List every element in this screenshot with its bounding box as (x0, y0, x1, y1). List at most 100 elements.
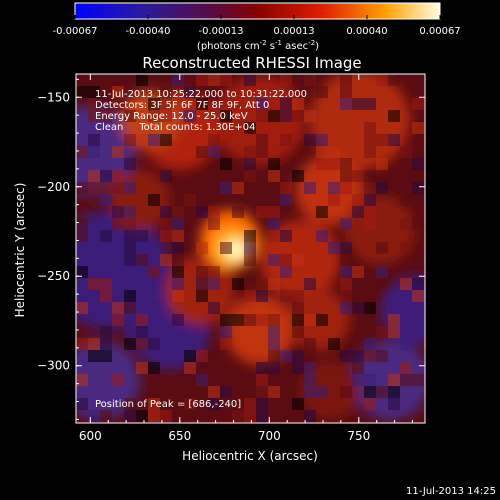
axes: 600 650 700 750 −150 −200 −250 −300 (37, 74, 425, 443)
heatmap-cell (148, 302, 160, 314)
heatmap-cell (412, 182, 424, 194)
heatmap-cell (340, 170, 352, 182)
annotation-detectors: Detectors: 3F 5F 6F 7F 8F 9F, Att 0 (95, 100, 269, 111)
heatmap-cell (124, 302, 136, 314)
heatmap-cell (376, 158, 388, 170)
heatmap-cell (208, 218, 220, 230)
heatmap-cell (208, 74, 220, 86)
heatmap-cell (76, 230, 88, 242)
heatmap-cell (148, 398, 160, 410)
heatmap-cell (136, 314, 148, 326)
heatmap-cell (316, 386, 328, 398)
heatmap-cell (208, 398, 220, 410)
heatmap-cell (256, 110, 268, 122)
y-tick-label: −300 (37, 359, 70, 373)
heatmap-cell (208, 278, 220, 290)
heatmap-cell (400, 146, 412, 158)
heatmap-cell (148, 326, 160, 338)
heatmap-cell (172, 266, 184, 278)
heatmap-cell (388, 110, 400, 122)
heatmap-cell (124, 230, 136, 242)
heatmap-cell (388, 386, 400, 398)
heatmap-cell (232, 410, 244, 422)
heatmap-cell (244, 158, 256, 170)
heatmap-cell (100, 110, 112, 122)
heatmap-cell (76, 218, 88, 230)
heatmap-cell (76, 86, 88, 98)
heatmap-cell (148, 110, 160, 122)
x-tick-label: 700 (258, 429, 281, 443)
heatmap-cell (124, 410, 136, 422)
heatmap-cell (316, 230, 328, 242)
heatmap-cell (124, 398, 136, 410)
heatmap-cell (376, 266, 388, 278)
heatmap-cell (148, 194, 160, 206)
heatmap-cell (100, 338, 112, 350)
heatmap-cell (100, 194, 112, 206)
heatmap-cell (136, 110, 148, 122)
heatmap-cell (256, 374, 268, 386)
heatmap-cell (124, 110, 136, 122)
heatmap-cell (424, 398, 425, 410)
x-tick-label: 750 (347, 429, 370, 443)
y-tick-label: −200 (37, 180, 70, 194)
heatmap-cell (364, 134, 376, 146)
heatmap-cell (88, 350, 100, 362)
heatmap-cell (412, 158, 424, 170)
heatmap-cell (136, 338, 148, 350)
colorbar-tick-label: 0.00067 (419, 26, 460, 37)
heatmap-cell (364, 122, 376, 134)
heatmap-cell (388, 134, 400, 146)
heatmap-cell (340, 266, 352, 278)
heatmap-cell (376, 134, 388, 146)
heatmap-cell (100, 230, 112, 242)
heatmap-cell (232, 278, 244, 290)
heatmap-cell (88, 86, 100, 98)
heatmap-cell (136, 74, 148, 86)
heatmap-cell (124, 254, 136, 266)
heatmap-cell (244, 290, 256, 302)
heatmap-cell (196, 206, 208, 218)
heatmap-cell (100, 218, 112, 230)
heatmap-cell (184, 350, 196, 362)
heatmap-cell (196, 242, 208, 254)
heatmap-cell (328, 194, 340, 206)
heatmap-cell (412, 374, 424, 386)
heatmap-cell (364, 302, 376, 314)
heatmap-cell (352, 206, 364, 218)
heatmap-cell (184, 86, 196, 98)
heatmap-cell (364, 290, 376, 302)
heatmap-cell (340, 386, 352, 398)
heatmap-cell (292, 302, 304, 314)
heatmap-cell (268, 254, 280, 266)
heatmap-cell (268, 218, 280, 230)
heatmap-cell (280, 230, 292, 242)
heatmap-cell (220, 338, 232, 350)
heatmap-cell (112, 218, 124, 230)
heatmap-cell (256, 98, 268, 110)
heatmap-cell (292, 290, 304, 302)
heatmap-cell (304, 362, 316, 374)
heatmap-cell (268, 110, 280, 122)
heatmap-cell (196, 374, 208, 386)
heatmap-cell (280, 98, 292, 110)
colorbar-tick-label: 0.00040 (346, 26, 387, 37)
heatmap-cell (304, 410, 316, 422)
heatmap-cell (364, 182, 376, 194)
heatmap-cell (412, 290, 424, 302)
annotation-time: 11-Jul-2013 10:25:22.000 to 10:31:22.000 (95, 89, 307, 100)
heatmap-cell (376, 242, 388, 254)
heatmap-cell (352, 194, 364, 206)
heatmap-cell (304, 74, 316, 86)
heatmap-cell (352, 374, 364, 386)
heatmap-cell (316, 194, 328, 206)
heatmap-cell (388, 374, 400, 386)
heatmap-cell (316, 134, 328, 146)
heatmap-cell (112, 86, 124, 98)
heatmap-cell (340, 290, 352, 302)
heatmap-cell (412, 218, 424, 230)
heatmap-cell (352, 98, 364, 110)
heatmap-cell (316, 314, 328, 326)
heatmap-cell (352, 302, 364, 314)
heatmap-cell (292, 170, 304, 182)
